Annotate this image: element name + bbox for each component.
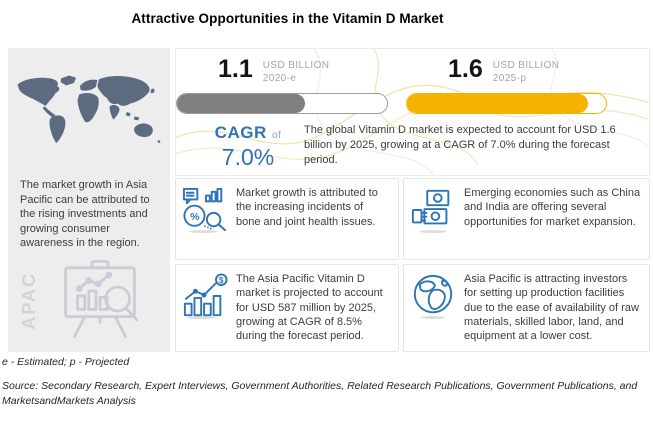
- page-title: Attractive Opportunities in the Vitamin …: [131, 11, 444, 26]
- money-hand-icon: [410, 186, 456, 234]
- stats-section: 1.1 USD BILLION 2020-e: [175, 48, 650, 176]
- region-label: APAC: [19, 271, 39, 330]
- stat-2025-value: 1.6: [448, 55, 483, 83]
- stat-2025: 1.6 USD BILLION 2025-p: [394, 57, 649, 114]
- opportunity-text: Emerging economies such as China and Ind…: [464, 187, 641, 228]
- opportunity-card-apac-market: $ The Asia Pacific Vitamin D market is p…: [175, 264, 399, 352]
- svg-text:%: %: [190, 211, 200, 223]
- stat-2020-unit: USD BILLION 2020-e: [262, 60, 330, 84]
- stat-2020-bar: [176, 93, 388, 114]
- opportunity-text: The Asia Pacific Vitamin D market is pro…: [236, 273, 383, 343]
- opportunity-grid: % Market growth is attributed to the inc…: [175, 178, 650, 352]
- right-panel: 1.1 USD BILLION 2020-e: [175, 48, 650, 352]
- footnote: e - Estimated; p - Projected: [2, 356, 130, 368]
- stat-2025-bar-fill: [407, 94, 589, 113]
- region-panel: The market growth in Asia Pacific can be…: [8, 48, 170, 352]
- world-map-icon: [8, 52, 170, 170]
- stat-2020-value: 1.1: [218, 55, 253, 83]
- cagr-block: CAGR of 7.0%: [192, 123, 304, 171]
- globe-icon: [410, 272, 456, 320]
- stat-2020-bar-fill: [177, 94, 306, 113]
- main-content: The market growth in Asia Pacific can be…: [8, 48, 650, 352]
- opportunity-card-investors: Asia Pacific is attracting investors for…: [403, 264, 650, 352]
- cagr-row: CAGR of 7.0% The global Vitamin D market…: [176, 123, 649, 171]
- svg-text:$: $: [219, 276, 224, 285]
- stat-2025-unit: USD BILLION 2025-p: [492, 60, 560, 84]
- cagr-description: The global Vitamin D market is expected …: [304, 124, 616, 167]
- growth-chart-icon: $: [182, 272, 228, 320]
- presentation-easel-chart-icon: [48, 259, 152, 343]
- stats-row: 1.1 USD BILLION 2020-e: [176, 49, 649, 114]
- opportunity-card-emerging-economies: Emerging economies such as China and Ind…: [403, 178, 650, 260]
- source-line: Source: Secondary Research, Expert Inter…: [2, 380, 638, 407]
- market-analysis-icon: %: [182, 186, 228, 234]
- apac-row: APAC: [8, 259, 170, 343]
- opportunity-card-bone-health: % Market growth is attributed to the inc…: [175, 178, 399, 260]
- cagr-value: 7.0%: [221, 144, 275, 170]
- opportunity-text: Asia Pacific is attracting investors for…: [464, 273, 639, 343]
- region-description: The market growth in Asia Pacific can be…: [20, 179, 150, 250]
- cagr-label: CAGR: [214, 123, 267, 142]
- stat-2020: 1.1 USD BILLION 2020-e: [176, 57, 394, 114]
- stat-2025-bar: [406, 93, 607, 114]
- opportunity-text: Market growth is attributed to the incre…: [236, 187, 378, 228]
- cagr-of: of: [271, 130, 282, 141]
